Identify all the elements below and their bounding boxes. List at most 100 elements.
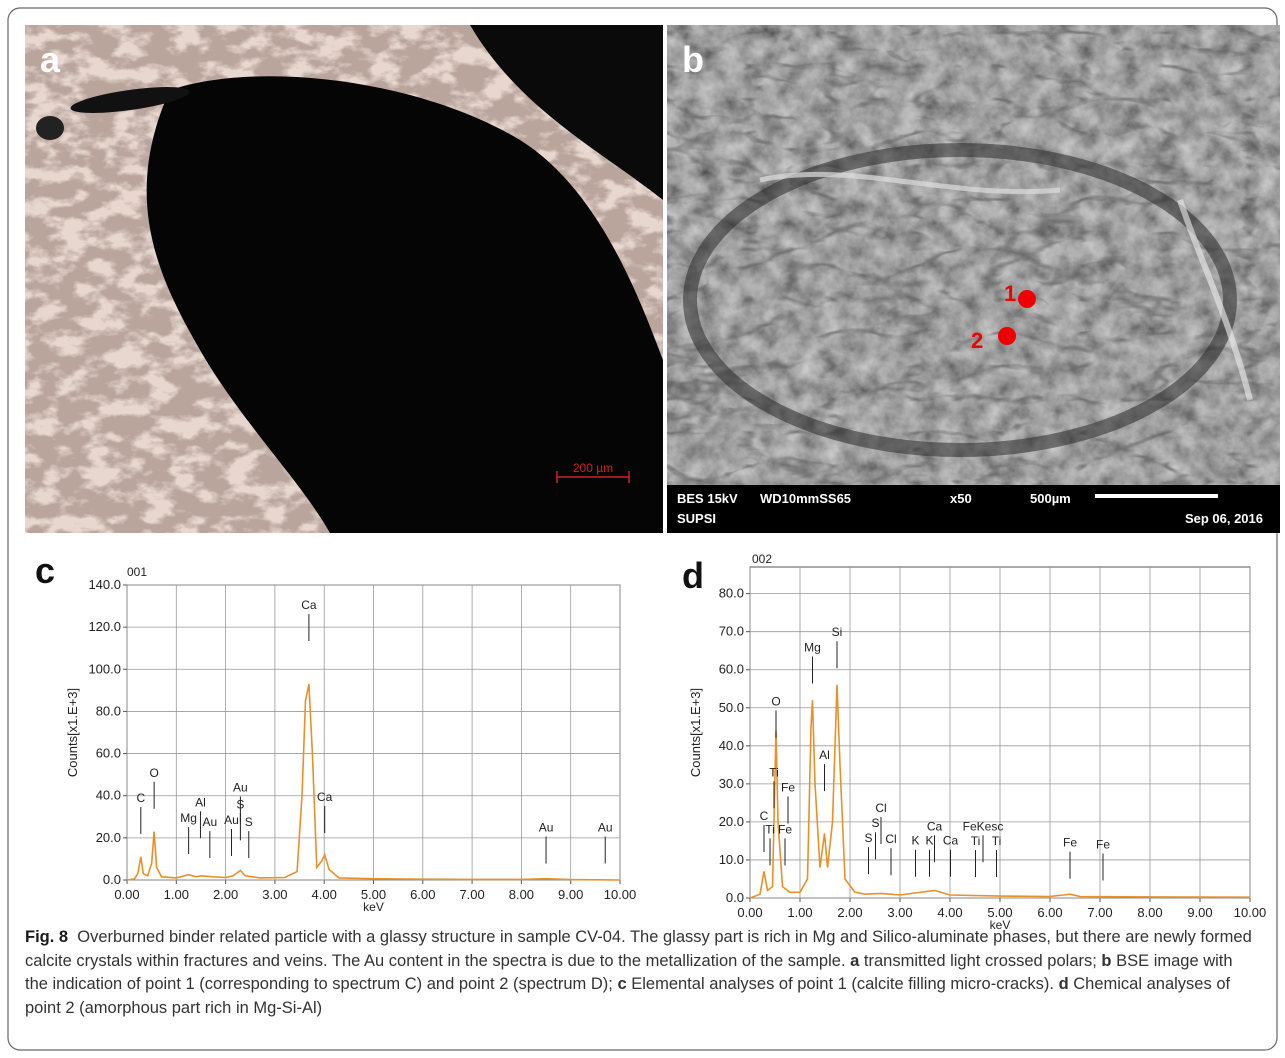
x-tick-label: 10.00 [604, 887, 637, 902]
x-tick-label: 7.00 [1087, 905, 1112, 920]
peak-label: C [136, 791, 145, 805]
y-tick-label: 20.0 [96, 830, 121, 845]
chart-title: 001 [127, 565, 147, 579]
caption-panel-ref: c [617, 975, 626, 993]
point-label: 2 [971, 328, 983, 353]
peak-label: FeKesc [963, 819, 1004, 833]
panel-letter: c [35, 550, 55, 591]
x-tick-label: 6.00 [410, 887, 435, 902]
y-tick-label: 40.0 [719, 738, 744, 753]
page: a 200 µm b 1 2 BES 15kV WD10mmSS65 x50 5… [0, 0, 1285, 1058]
peak-label: O [771, 694, 780, 708]
y-axis-label: Counts[x1.E+3] [65, 688, 80, 777]
peak-label: Cl [885, 832, 896, 846]
y-tick-label: 120.0 [88, 619, 121, 634]
y-tick-label: 80.0 [719, 586, 744, 601]
sem-info: SUPSI [677, 511, 716, 526]
peak-label: Cl [875, 801, 886, 815]
x-tick-label: 3.00 [262, 887, 287, 902]
peak-label: Mg [804, 640, 821, 654]
peak-label: Si [832, 625, 843, 639]
x-tick-label: 3.00 [887, 905, 912, 920]
peak-label: Ti [992, 834, 1002, 848]
peak-label: C [760, 809, 769, 823]
x-tick-label: 8.00 [1137, 905, 1162, 920]
x-tick-label: 0.00 [737, 905, 762, 920]
peak-label: Ca [943, 834, 959, 848]
caption-text: Elemental analyses of point 1 (calcite f… [627, 975, 1059, 993]
peak-label: Au [202, 815, 217, 829]
caption-text: transmitted light crossed polars; [859, 952, 1101, 970]
y-tick-label: 60.0 [719, 662, 744, 677]
peak-label: Fe [1096, 838, 1110, 852]
sem-info: WD10mmSS65 [760, 491, 851, 506]
y-tick-label: 50.0 [719, 700, 744, 715]
photo-a [25, 25, 663, 533]
peak-label: S [864, 831, 872, 845]
peak-label: Au [224, 813, 239, 827]
caption: Fig. 8 Overburned binder related particl… [25, 926, 1260, 1020]
peak-label: O [149, 766, 158, 780]
chart-title: 002 [752, 552, 772, 566]
peak-label: S [236, 797, 244, 811]
x-tick-label: 6.00 [1037, 905, 1062, 920]
x-tick-label: 4.00 [312, 887, 337, 902]
x-tick-label: 9.00 [558, 887, 583, 902]
y-tick-label: 20.0 [719, 814, 744, 829]
peak-label: K [911, 834, 919, 848]
peak-label: Fe [778, 822, 792, 836]
caption-panel-ref: d [1059, 975, 1069, 993]
x-tick-label: 1.00 [164, 887, 189, 902]
x-tick-label: 9.00 [1187, 905, 1212, 920]
photo-b [667, 25, 1280, 533]
caption-label: Fig. 8 [25, 928, 68, 946]
peak-label: Au [233, 781, 248, 795]
peak-label: Ca [317, 790, 333, 804]
point-marker [1018, 290, 1036, 308]
y-tick-label: 140.0 [88, 577, 121, 592]
peak-label: Au [598, 821, 613, 835]
panel-letter: b [682, 39, 704, 80]
x-tick-label: 2.00 [213, 887, 238, 902]
x-axis-label: keV [363, 900, 384, 914]
sem-info: Sep 06, 2016 [1185, 511, 1263, 526]
peak-label: S [245, 815, 253, 829]
y-tick-label: 60.0 [96, 746, 121, 761]
y-axis-label: Counts[x1.E+3] [688, 688, 703, 777]
y-tick-label: 10.0 [719, 852, 744, 867]
y-tick-label: 0.0 [726, 890, 744, 905]
y-tick-label: 40.0 [96, 788, 121, 803]
peak-label: S [871, 816, 879, 830]
x-tick-label: 7.00 [459, 887, 484, 902]
peak-label: Ca [301, 598, 317, 612]
scale-label: 200 µm [573, 461, 613, 475]
figure: a 200 µm b 1 2 BES 15kV WD10mmSS65 x50 5… [0, 0, 1285, 1058]
peak-label: Fe [1063, 836, 1077, 850]
x-tick-label: 4.00 [937, 905, 962, 920]
panel-letter: a [40, 39, 61, 80]
sem-info: BES 15kV [677, 491, 738, 506]
x-tick-label: 10.00 [1234, 905, 1267, 920]
x-tick-label: 0.00 [114, 887, 139, 902]
panel-letter: d [682, 555, 704, 596]
caption-panel-ref: b [1101, 952, 1111, 970]
y-tick-label: 100.0 [88, 661, 121, 676]
y-tick-label: 70.0 [719, 624, 744, 639]
x-tick-label: 8.00 [509, 887, 534, 902]
y-tick-label: 80.0 [96, 703, 121, 718]
peak-label: Ti [765, 822, 775, 836]
peak-label: Ti [769, 765, 779, 779]
x-tick-label: 1.00 [787, 905, 812, 920]
peak-label: Fe [781, 780, 795, 794]
sem-info: x50 [950, 491, 972, 506]
peak-label: K [925, 834, 933, 848]
sem-info: 500µm [1030, 491, 1071, 506]
point-marker [998, 327, 1016, 345]
x-tick-label: 2.00 [837, 905, 862, 920]
peak-label: Mg [180, 811, 197, 825]
point-label: 1 [1004, 281, 1016, 306]
caption-panel-ref: a [850, 952, 859, 970]
peak-label: Al [819, 748, 830, 762]
spectrum-chart: 0.001.002.003.004.005.006.007.008.009.00… [35, 550, 636, 914]
y-tick-label: 0.0 [103, 872, 121, 887]
